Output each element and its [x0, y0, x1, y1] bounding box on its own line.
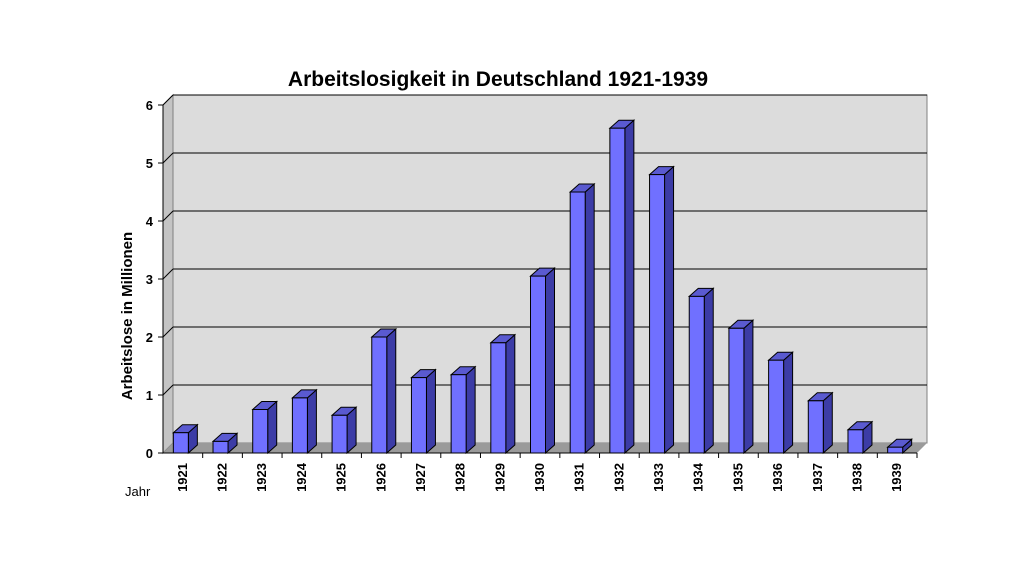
y-tick-label: 2	[146, 330, 153, 345]
bar-1938	[846, 420, 874, 455]
x-tick-label: 1933	[651, 463, 666, 492]
bar-1931	[568, 182, 596, 455]
x-tick-labels: 1921 1922 1923 1924 1925 1926 1927 1928 1929 1930…	[175, 462, 904, 492]
bar-front	[371, 336, 388, 454]
x-tick-label: 1927	[413, 463, 428, 492]
x-tick-label: 1923	[254, 463, 269, 492]
bar-front	[569, 191, 586, 454]
bar-side	[584, 182, 595, 455]
x-tick-label: 1928	[453, 463, 468, 492]
bar-1922	[211, 432, 239, 455]
bars-group	[172, 119, 913, 455]
bar-front	[252, 409, 269, 454]
bar-side	[703, 287, 714, 455]
bar-side	[624, 119, 635, 455]
gridline-side	[162, 384, 174, 396]
bar-1935	[727, 319, 755, 455]
bar-1923	[251, 400, 279, 455]
bar-1929	[489, 333, 517, 455]
y-tick-labels: 0 1 2 3 4 5 6	[146, 98, 154, 461]
bar-front	[887, 446, 904, 454]
bar-1936	[767, 351, 794, 455]
bar-front	[807, 400, 824, 454]
y-tick-label: 0	[146, 446, 153, 461]
bar-front	[212, 440, 229, 454]
bar-front	[688, 295, 705, 454]
bar-1930	[529, 266, 556, 455]
bar-front	[530, 275, 546, 454]
bar-front	[609, 127, 626, 454]
bar-side	[545, 266, 555, 455]
bar-1928	[449, 365, 477, 455]
bar-side	[306, 388, 317, 455]
x-tick-label: 1921	[175, 463, 190, 492]
gridline-side	[162, 210, 174, 222]
gridline-side	[162, 326, 174, 338]
bar-1939	[886, 438, 913, 455]
bar-front	[450, 374, 467, 454]
x-tick-label: 1938	[849, 463, 864, 492]
bar-1921	[172, 423, 199, 455]
bar-front	[172, 432, 189, 454]
x-tick-label: 1924	[294, 462, 309, 492]
bar-side	[386, 327, 397, 455]
gridline-side	[162, 94, 174, 106]
bar-front	[847, 429, 864, 454]
bar-front	[649, 174, 666, 454]
bar-1924	[291, 388, 318, 455]
y-tick-label: 3	[146, 272, 153, 287]
y-tick-label: 5	[146, 156, 153, 171]
x-tick-label: 1939	[889, 463, 904, 492]
x-tick-label: 1929	[492, 463, 507, 492]
chart-title: Arbeitslosigkeit in Deutschland 1921-193…	[288, 68, 708, 91]
bar-side	[267, 400, 278, 455]
bar-1927	[410, 368, 437, 455]
bar-1934	[687, 287, 715, 455]
bar-1933	[648, 165, 675, 455]
bar-1937	[806, 391, 834, 455]
x-axis-label: Jahr	[125, 484, 151, 499]
y-tick-label: 6	[146, 98, 153, 113]
bar-side	[425, 368, 436, 455]
bar-front	[490, 342, 507, 454]
x-tick-label: 1930	[532, 463, 547, 492]
bar-front	[768, 359, 785, 454]
gridline-side	[162, 152, 174, 164]
bar-side	[743, 319, 754, 455]
gridline-side	[162, 268, 174, 280]
x-tick-label: 1937	[810, 463, 825, 492]
bar-1926	[370, 327, 398, 455]
bar-side	[664, 165, 675, 455]
y-tick-label: 4	[146, 214, 154, 229]
bar-1932	[608, 119, 636, 455]
x-tick-label: 1926	[373, 463, 388, 492]
bar-front	[728, 327, 745, 454]
y-tick-label: 1	[146, 388, 153, 403]
x-tick-label: 1936	[770, 463, 785, 492]
bar-side	[783, 351, 794, 455]
bar-front	[410, 377, 427, 454]
bar-front	[331, 414, 348, 454]
bar-side	[822, 391, 833, 455]
bar-front	[291, 397, 308, 454]
bar-side	[465, 365, 476, 455]
y-axis-label: Arbeitslose in Millionen	[119, 232, 136, 400]
x-tick-label: 1925	[334, 463, 349, 492]
x-tick-label: 1931	[572, 463, 587, 492]
x-tick-label: 1934	[691, 462, 706, 492]
bar-side	[505, 333, 516, 455]
x-tick-label: 1935	[730, 463, 745, 492]
bar-1925	[330, 406, 358, 455]
x-tick-label: 1922	[215, 463, 230, 492]
x-tick-label: 1932	[611, 463, 626, 492]
